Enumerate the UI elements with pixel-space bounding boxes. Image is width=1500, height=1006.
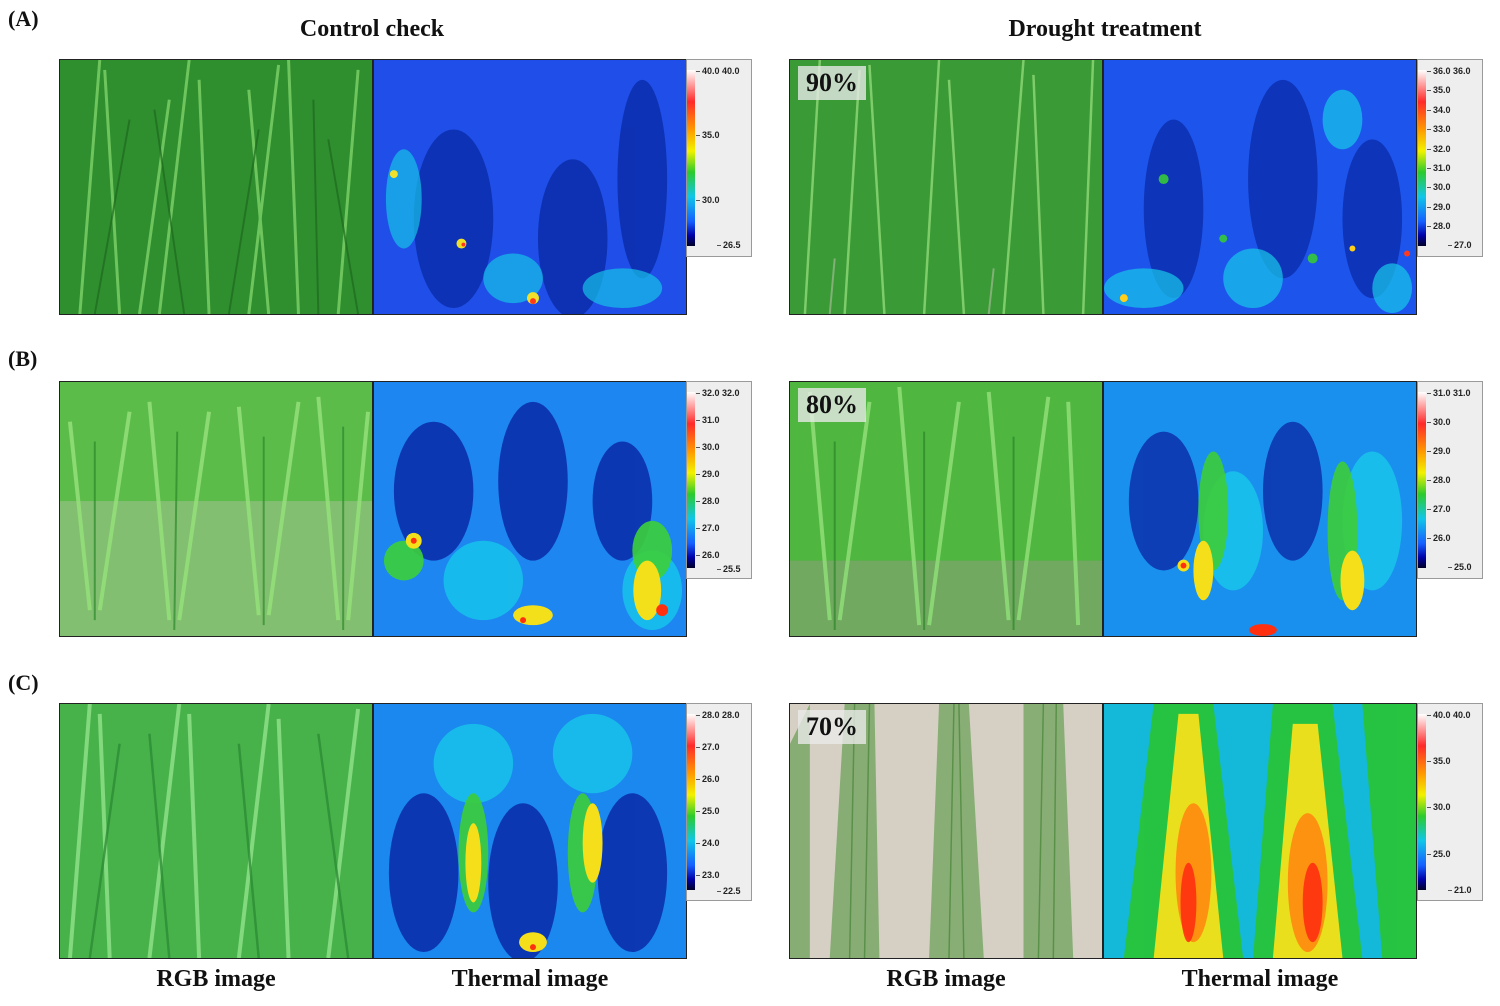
- scale-min: 26.5: [717, 240, 741, 250]
- rgb-image-control-a: [59, 59, 373, 315]
- scale-max: 40.0 40.0: [1427, 710, 1471, 720]
- control-column-title: Control check: [299, 16, 445, 42]
- color-scale-bar: [1418, 70, 1426, 246]
- rgb-image-label-control: RGB image: [156, 966, 276, 992]
- scale-min: 27.0: [1448, 240, 1472, 250]
- color-scale-bar: [1418, 392, 1426, 568]
- thermal-map: [374, 704, 686, 958]
- row-label-a: (A): [8, 6, 39, 31]
- scale-tick: 30.0: [696, 195, 720, 205]
- scale-min: 22.5: [717, 886, 741, 896]
- color-scale-bar: [687, 70, 695, 246]
- scale-min: 25.0: [1448, 562, 1472, 572]
- temperature-scale-control-b: 32.0 32.0 31.0 30.0 29.0 28.0 27.0 26.0 …: [686, 381, 752, 579]
- scale-tick: 27.0: [1427, 504, 1451, 514]
- scale-max: 28.0 28.0: [696, 710, 740, 720]
- row-label-c: (C): [8, 670, 39, 695]
- scale-tick: 28.0: [1427, 221, 1451, 231]
- thermal-image-drought-a: [1103, 59, 1417, 315]
- scale-tick: 26.0: [696, 550, 720, 560]
- scale-tick: 34.0: [1427, 105, 1451, 115]
- thermal-image-drought-c: [1103, 703, 1417, 959]
- color-scale-bar: [1418, 714, 1426, 890]
- thermal-image-label-control: Thermal image: [451, 966, 609, 992]
- thermal-image-control-a: [373, 59, 687, 315]
- scale-min: 25.5: [717, 564, 741, 574]
- scale-tick: 35.0: [696, 130, 720, 140]
- color-scale-bar: [687, 392, 695, 568]
- temperature-scale-drought-a: 36.0 36.0 35.0 34.0 33.0 32.0 31.0 30.0 …: [1417, 59, 1483, 257]
- scale-tick: 27.0: [696, 523, 720, 533]
- scale-tick: 30.0: [1427, 182, 1451, 192]
- scale-tick: 31.0: [1427, 163, 1451, 173]
- temperature-scale-control-c: 28.0 28.0 27.0 26.0 25.0 24.0 23.0 22.5: [686, 703, 752, 901]
- scale-tick: 24.0: [696, 838, 720, 848]
- thermal-map: [374, 60, 686, 314]
- rgb-image-control-c: [59, 703, 373, 959]
- rice-canopy-rgb: [790, 60, 1102, 314]
- scale-tick: 30.0: [1427, 417, 1451, 427]
- scale-tick: 28.0: [1427, 475, 1451, 485]
- thermal-image-drought-b: [1103, 381, 1417, 637]
- scale-tick: 30.0: [696, 442, 720, 452]
- scale-tick: 30.0: [1427, 802, 1451, 812]
- scale-tick: 32.0: [1427, 144, 1451, 154]
- scale-tick: 29.0: [696, 469, 720, 479]
- rice-canopy-rgb: [60, 60, 372, 314]
- row-label-b: (B): [8, 346, 38, 371]
- temperature-scale-drought-b: 31.0 31.0 30.0 29.0 28.0 27.0 26.0 25.0: [1417, 381, 1483, 579]
- rgb-image-label-drought: RGB image: [886, 966, 1006, 992]
- rice-canopy-rgb: [790, 382, 1102, 636]
- scale-tick: 28.0: [696, 496, 720, 506]
- temperature-scale-control-a: 40.0 40.0 35.0 30.0 26.5: [686, 59, 752, 257]
- rgb-image-drought-b: 80%: [789, 381, 1103, 637]
- thermal-image-control-b: [373, 381, 687, 637]
- scale-tick: 26.0: [696, 774, 720, 784]
- scale-max: 36.0 36.0: [1427, 66, 1471, 76]
- rice-canopy-rgb: [790, 704, 1102, 958]
- scale-tick: 25.0: [696, 806, 720, 816]
- scale-tick: 33.0: [1427, 124, 1451, 134]
- drought-column-title: Drought treatment: [1008, 16, 1202, 42]
- thermal-image-label-drought: Thermal image: [1181, 966, 1339, 992]
- scale-max: 31.0 31.0: [1427, 388, 1471, 398]
- scale-max: 40.0 40.0: [696, 66, 740, 76]
- rgb-image-control-b: [59, 381, 373, 637]
- thermal-map: [1104, 60, 1416, 314]
- thermal-map: [1104, 382, 1416, 636]
- rice-canopy-rgb: [60, 704, 372, 958]
- scale-tick: 35.0: [1427, 756, 1451, 766]
- temperature-scale-drought-c: 40.0 40.0 35.0 30.0 25.0 21.0: [1417, 703, 1483, 901]
- scale-max: 32.0 32.0: [696, 388, 740, 398]
- rgb-image-drought-c: 70%: [789, 703, 1103, 959]
- scale-tick: 35.0: [1427, 85, 1451, 95]
- thermal-map: [1104, 704, 1416, 958]
- scale-tick: 26.0: [1427, 533, 1451, 543]
- treatment-percent-badge: 90%: [798, 66, 866, 100]
- scale-tick: 31.0: [696, 415, 720, 425]
- treatment-percent-badge: 70%: [798, 710, 866, 744]
- scale-tick: 29.0: [1427, 446, 1451, 456]
- scale-tick: 25.0: [1427, 849, 1451, 859]
- treatment-percent-badge: 80%: [798, 388, 866, 422]
- scale-tick: 27.0: [696, 742, 720, 752]
- scale-min: 21.0: [1448, 885, 1472, 895]
- thermal-map: [374, 382, 686, 636]
- scale-tick: 29.0: [1427, 202, 1451, 212]
- scale-tick: 23.0: [696, 870, 720, 880]
- thermal-image-control-c: [373, 703, 687, 959]
- rgb-image-drought-a: 90%: [789, 59, 1103, 315]
- rice-canopy-rgb: [60, 382, 372, 636]
- color-scale-bar: [687, 714, 695, 890]
